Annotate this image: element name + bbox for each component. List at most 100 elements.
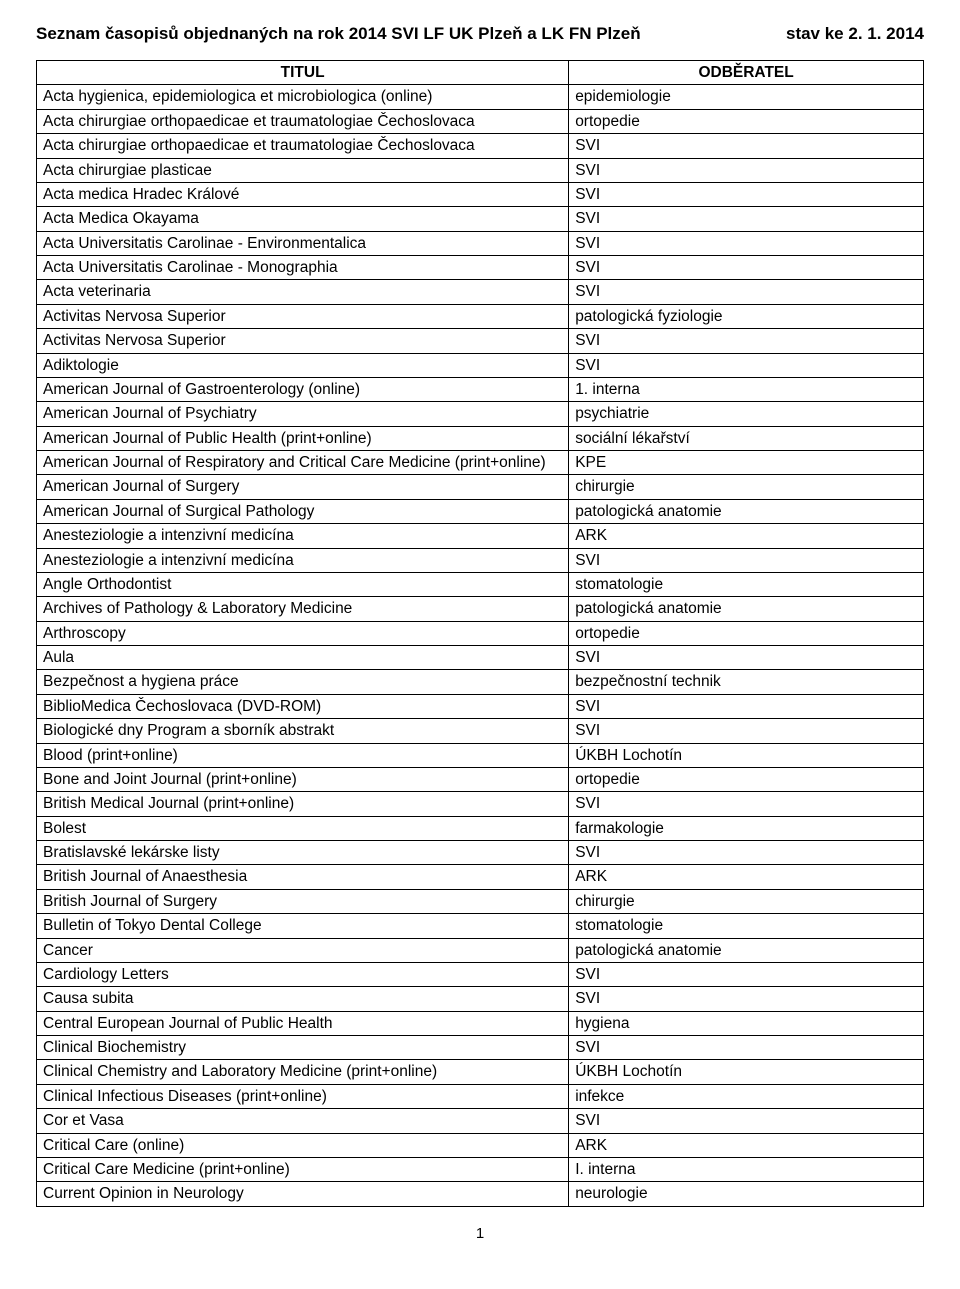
cell-title: American Journal of Surgical Pathology — [37, 499, 569, 523]
cell-title: Activitas Nervosa Superior — [37, 304, 569, 328]
table-row: Acta Universitatis Carolinae - Environme… — [37, 231, 924, 255]
table-row: American Journal of Gastroenterology (on… — [37, 377, 924, 401]
table-row: British Journal of AnaesthesiaARK — [37, 865, 924, 889]
table-row: Acta Medica OkayamaSVI — [37, 207, 924, 231]
cell-title: Bratislavské lekárske listy — [37, 841, 569, 865]
cell-subscriber: chirurgie — [569, 889, 924, 913]
table-row: Arthroscopyortopedie — [37, 621, 924, 645]
cell-title: Arthroscopy — [37, 621, 569, 645]
table-row: Activitas Nervosa SuperiorSVI — [37, 329, 924, 353]
cell-subscriber: patologická anatomie — [569, 938, 924, 962]
cell-title: Bone and Joint Journal (print+online) — [37, 767, 569, 791]
cell-subscriber: ortopedie — [569, 621, 924, 645]
cell-title: Angle Orthodontist — [37, 572, 569, 596]
cell-subscriber: psychiatrie — [569, 402, 924, 426]
table-row: Critical Care Medicine (print+online)I. … — [37, 1157, 924, 1181]
cell-subscriber: SVI — [569, 207, 924, 231]
cell-subscriber: ortopedie — [569, 109, 924, 133]
cell-subscriber: ortopedie — [569, 767, 924, 791]
table-row: Anesteziologie a intenzivní medicínaARK — [37, 524, 924, 548]
table-row: Bezpečnost a hygiena prácebezpečnostní t… — [37, 670, 924, 694]
cell-title: American Journal of Public Health (print… — [37, 426, 569, 450]
table-row: Clinical Infectious Diseases (print+onli… — [37, 1084, 924, 1108]
cell-title: Acta chirurgiae orthopaedicae et traumat… — [37, 109, 569, 133]
cell-subscriber: SVI — [569, 719, 924, 743]
cell-subscriber: hygiena — [569, 1011, 924, 1035]
table-row: Central European Journal of Public Healt… — [37, 1011, 924, 1035]
cell-title: Acta Universitatis Carolinae - Environme… — [37, 231, 569, 255]
cell-subscriber: SVI — [569, 841, 924, 865]
cell-title: British Journal of Anaesthesia — [37, 865, 569, 889]
cell-title: Anesteziologie a intenzivní medicína — [37, 524, 569, 548]
cell-subscriber: SVI — [569, 548, 924, 572]
cell-title: Activitas Nervosa Superior — [37, 329, 569, 353]
cell-subscriber: sociální lékařství — [569, 426, 924, 450]
table-row: Bolestfarmakologie — [37, 816, 924, 840]
cell-subscriber: epidemiologie — [569, 85, 924, 109]
page-number: 1 — [36, 1225, 924, 1242]
table-row: Activitas Nervosa Superiorpatologická fy… — [37, 304, 924, 328]
table-row: Acta veterinariaSVI — [37, 280, 924, 304]
table-row: Acta medica Hradec KrálovéSVI — [37, 182, 924, 206]
cell-title: Cardiology Letters — [37, 962, 569, 986]
cell-subscriber: SVI — [569, 256, 924, 280]
table-row: British Medical Journal (print+online)SV… — [37, 792, 924, 816]
cell-subscriber: SVI — [569, 987, 924, 1011]
cell-title: Cancer — [37, 938, 569, 962]
cell-title: Clinical Biochemistry — [37, 1036, 569, 1060]
cell-subscriber: ÚKBH Lochotín — [569, 743, 924, 767]
column-header-title: TITUL — [37, 61, 569, 85]
cell-title: Archives of Pathology & Laboratory Medic… — [37, 597, 569, 621]
cell-title: Anesteziologie a intenzivní medicína — [37, 548, 569, 572]
table-row: American Journal of Psychiatrypsychiatri… — [37, 402, 924, 426]
cell-subscriber: farmakologie — [569, 816, 924, 840]
cell-title: Bolest — [37, 816, 569, 840]
table-row: Acta chirurgiae orthopaedicae et traumat… — [37, 134, 924, 158]
cell-title: Aula — [37, 646, 569, 670]
table-row: Cor et VasaSVI — [37, 1109, 924, 1133]
cell-subscriber: I. interna — [569, 1157, 924, 1181]
cell-subscriber: 1. interna — [569, 377, 924, 401]
cell-subscriber: stomatologie — [569, 914, 924, 938]
cell-title: Blood (print+online) — [37, 743, 569, 767]
cell-title: Bulletin of Tokyo Dental College — [37, 914, 569, 938]
table-row: Acta chirurgiae plasticaeSVI — [37, 158, 924, 182]
cell-title: Clinical Chemistry and Laboratory Medici… — [37, 1060, 569, 1084]
table-row: AulaSVI — [37, 646, 924, 670]
page-header: Seznam časopisů objednaných na rok 2014 … — [36, 24, 924, 44]
cell-subscriber: ARK — [569, 524, 924, 548]
cell-title: American Journal of Respiratory and Crit… — [37, 451, 569, 475]
cell-title: Biologické dny Program a sborník abstrak… — [37, 719, 569, 743]
cell-title: Current Opinion in Neurology — [37, 1182, 569, 1206]
cell-title: Acta medica Hradec Králové — [37, 182, 569, 206]
table-row: Acta chirurgiae orthopaedicae et traumat… — [37, 109, 924, 133]
table-row: Archives of Pathology & Laboratory Medic… — [37, 597, 924, 621]
table-row: Bratislavské lekárske listySVI — [37, 841, 924, 865]
table-row: British Journal of Surgerychirurgie — [37, 889, 924, 913]
cell-title: Acta Universitatis Carolinae - Monograph… — [37, 256, 569, 280]
cell-subscriber: bezpečnostní technik — [569, 670, 924, 694]
cell-subscriber: stomatologie — [569, 572, 924, 596]
table-row: Critical Care (online)ARK — [37, 1133, 924, 1157]
cell-title: Acta Medica Okayama — [37, 207, 569, 231]
table-row: Cardiology LettersSVI — [37, 962, 924, 986]
table-row: Causa subitaSVI — [37, 987, 924, 1011]
cell-subscriber: SVI — [569, 158, 924, 182]
table-row: Bulletin of Tokyo Dental Collegestomatol… — [37, 914, 924, 938]
table-row: American Journal of Surgerychirurgie — [37, 475, 924, 499]
table-row: AdiktologieSVI — [37, 353, 924, 377]
cell-title: Cor et Vasa — [37, 1109, 569, 1133]
table-row: Clinical BiochemistrySVI — [37, 1036, 924, 1060]
cell-title: Clinical Infectious Diseases (print+onli… — [37, 1084, 569, 1108]
cell-title: Central European Journal of Public Healt… — [37, 1011, 569, 1035]
cell-subscriber: SVI — [569, 694, 924, 718]
cell-subscriber: SVI — [569, 646, 924, 670]
document-status: stav ke 2. 1. 2014 — [786, 24, 924, 44]
cell-subscriber: patologická anatomie — [569, 597, 924, 621]
cell-title: British Journal of Surgery — [37, 889, 569, 913]
cell-subscriber: infekce — [569, 1084, 924, 1108]
cell-title: Adiktologie — [37, 353, 569, 377]
cell-subscriber: patologická anatomie — [569, 499, 924, 523]
cell-title: Acta veterinaria — [37, 280, 569, 304]
cell-subscriber: chirurgie — [569, 475, 924, 499]
